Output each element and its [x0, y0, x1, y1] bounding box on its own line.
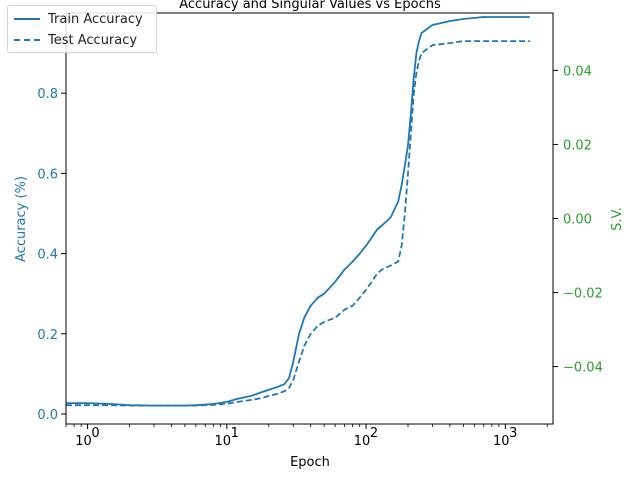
y-axis-label: Accuracy (%): [14, 176, 29, 262]
y-tick-label-0: 0.0: [37, 408, 58, 423]
y2-tick-label-3: 0.02: [563, 138, 592, 153]
plot-frame: [65, 12, 554, 425]
ticks: 1001011021030.00.20.40.60.8−0.04−0.020.0…: [37, 64, 603, 449]
y2-tick-label-4: 0.04: [563, 64, 592, 79]
legend-item-train: Train Accuracy: [14, 10, 143, 28]
y2-tick-label-1: −0.02: [563, 287, 603, 302]
series-line-test: [66, 40, 530, 407]
x-tick-exp-2: 2: [370, 426, 378, 441]
x-tick-label-1: 10: [215, 434, 232, 449]
x-tick-label-0: 10: [75, 434, 92, 449]
y2-tick-label-0: −0.04: [563, 361, 603, 376]
x-tick-exp-1: 1: [231, 426, 239, 441]
legend: Train Accuracy Test Accuracy: [7, 5, 157, 53]
y-tick-label-2: 0.4: [37, 248, 58, 263]
x-tick-exp-0: 0: [91, 426, 99, 441]
y-tick-label-1: 0.2: [37, 328, 58, 343]
y-tick-label-3: 0.6: [37, 167, 58, 182]
legend-swatch-dashed: [14, 39, 40, 41]
legend-label-train: Train Accuracy: [48, 11, 143, 27]
legend-item-test: Test Accuracy: [14, 31, 137, 49]
x-tick-label-2: 10: [354, 434, 371, 449]
legend-swatch-solid: [14, 18, 40, 20]
y2-tick-label-2: 0.00: [563, 213, 592, 228]
series-line-train: [66, 16, 530, 407]
axes: [65, 12, 554, 425]
plot-lines: [66, 16, 530, 407]
legend-label-test: Test Accuracy: [48, 32, 138, 48]
chart-title: Accuracy and Singular Values vs Epochs: [179, 0, 441, 12]
x-tick-exp-3: 3: [509, 426, 517, 441]
x-tick-label-3: 10: [493, 434, 510, 449]
y2-axis-label: S.V.: [610, 207, 625, 231]
x-axis-label: Epoch: [290, 455, 330, 470]
y-tick-label-4: 0.8: [37, 87, 58, 102]
